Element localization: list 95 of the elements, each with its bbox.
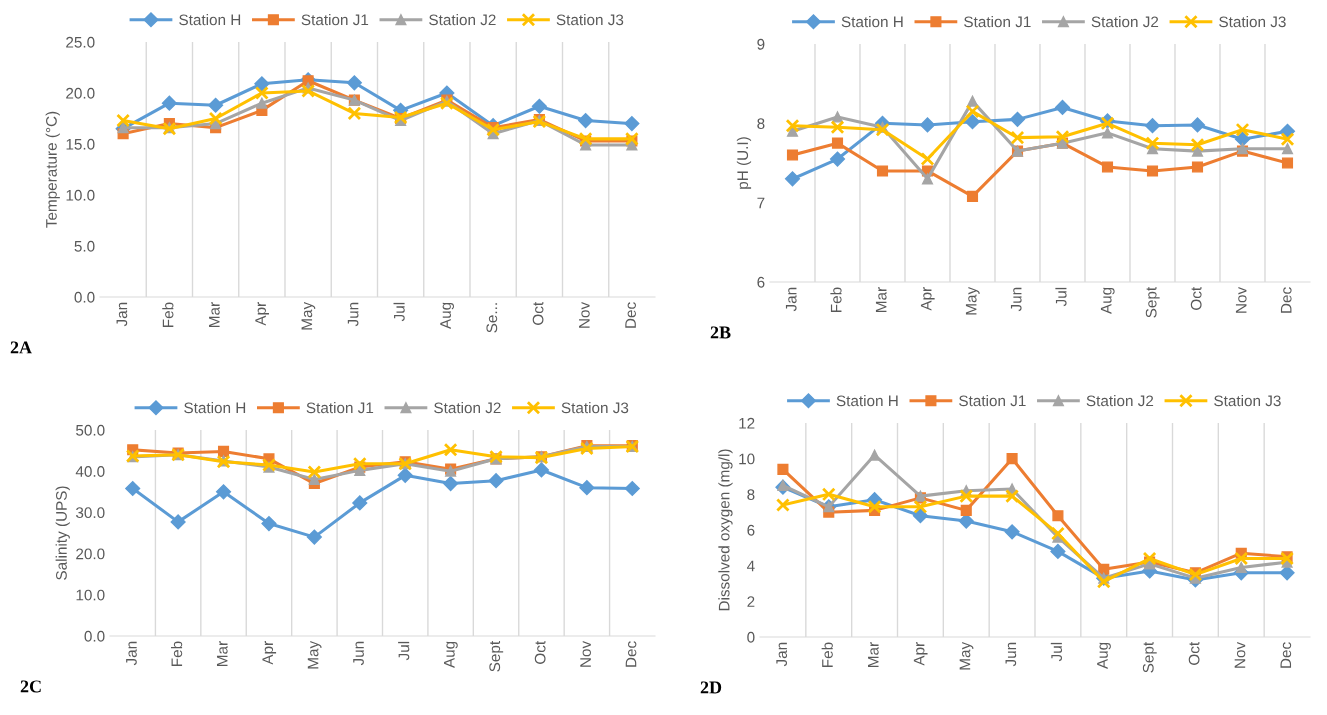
x-tick-label: Feb (171, 641, 183, 666)
x-tick-label: Dec (1280, 642, 1292, 668)
x-tick-label: Jan (776, 642, 788, 667)
y-axis-title: Temperature (°C) (45, 111, 60, 228)
y-tick-label: 6 (747, 524, 755, 536)
x-tick-label: Jul (398, 641, 410, 661)
x-tick-label: Aug (1097, 642, 1111, 670)
legend-label: Station J3 (1214, 395, 1281, 407)
x-tick-label: May (301, 301, 316, 330)
x-tick-label: Jun (1005, 642, 1017, 667)
x-tick-label: Nov (580, 640, 591, 667)
legend-label: Station J3 (561, 402, 629, 414)
x-tick-label: Apr (262, 641, 277, 665)
legend-label: Station J1 (959, 395, 1026, 407)
y-tick-label: 10.0 (76, 589, 105, 601)
y-tick-label: 20.0 (76, 548, 105, 560)
x-tick-label: Nov (1235, 286, 1247, 313)
y-tick-label: 2 (747, 596, 755, 607)
x-tick-label: Jun (353, 641, 364, 666)
legend-label: Station J1 (964, 16, 1031, 28)
y-tick-label: 12 (739, 417, 755, 429)
legend-label: Station J3 (1219, 16, 1286, 28)
legend-label: Station J2 (429, 14, 496, 26)
x-tick-label: Oct (532, 301, 544, 325)
x-tick-label: Feb (162, 302, 174, 327)
y-tick-label: 50.0 (76, 424, 105, 436)
y-axis-title: Salinity (UPS) (55, 486, 70, 580)
y-tick-label: 9 (757, 38, 765, 50)
x-tick-label: Aug (1100, 287, 1115, 315)
y-axis-title: Dissolved oxygen (mg/l) (718, 449, 733, 611)
x-tick-label: Sept (1142, 641, 1157, 673)
text: 2D (700, 681, 722, 694)
y-tick-label: 8 (757, 118, 765, 130)
legend-label: Station J3 (556, 14, 624, 26)
y-tick-label: 20.0 (66, 87, 95, 99)
y-tick-label: 10 (739, 453, 755, 465)
legend-label: Station J2 (1091, 16, 1159, 28)
text: 2C (20, 680, 41, 693)
x-tick-label: May (307, 640, 322, 669)
y-tick-label: 0.0 (84, 630, 105, 642)
x-tick-label: Oct (1188, 641, 1200, 665)
legend-label: Station H (841, 16, 903, 28)
text: 2B (710, 326, 731, 339)
x-tick-label: Oct (534, 640, 546, 664)
text: 2A (10, 341, 32, 354)
y-tick-label: 5.0 (74, 240, 95, 252)
y-tick-label: 6 (757, 276, 765, 288)
x-tick-label: Jul (1050, 642, 1063, 662)
y-tick-label: 30.0 (75, 507, 105, 519)
x-tick-label: Mar (209, 302, 220, 327)
x-tick-label: Apr (920, 287, 935, 311)
x-tick-label: Se... (486, 303, 498, 333)
y-tick-label: 7 (757, 197, 765, 209)
y-tick-label: 4 (746, 560, 755, 572)
legend-label: Station J1 (306, 402, 374, 414)
x-tick-label: Feb (821, 642, 833, 667)
x-tick-label: Mar (216, 641, 228, 666)
x-tick-label: Jul (1055, 287, 1067, 307)
x-tick-label: Aug (440, 302, 454, 330)
legend-label: Station H (184, 402, 246, 414)
legend-label: Station H (179, 14, 241, 26)
y-tick-label: 0.0 (74, 291, 95, 303)
x-tick-label: Dec (625, 302, 636, 328)
x-tick-label: Sept (489, 640, 504, 672)
x-tick-label: May (959, 641, 974, 670)
x-tick-label: Oct (1190, 286, 1202, 310)
x-tick-label: Sept (1145, 286, 1160, 318)
x-tick-label: Jan (785, 287, 797, 312)
y-tick-label: 25.0 (66, 36, 95, 48)
x-tick-label: Feb (830, 287, 842, 312)
y-tick-label: 0 (747, 631, 755, 643)
x-tick-label: Dec (625, 641, 637, 667)
x-tick-label: Jan (116, 302, 128, 327)
x-tick-label: Jul (393, 302, 405, 322)
x-tick-label: Dec (1280, 287, 1292, 313)
y-tick-label: 8 (747, 489, 755, 501)
legend-label: Station J1 (301, 14, 369, 26)
x-tick-label: Apr (255, 302, 269, 326)
x-tick-label: Apr (913, 642, 928, 666)
x-tick-label: Jun (347, 302, 359, 327)
y-tick-label: 10.0 (66, 189, 95, 201)
x-tick-label: Nov (1234, 641, 1246, 668)
x-tick-label: Nov (579, 301, 590, 328)
legend-label: Station H (836, 395, 898, 407)
x-tick-label: Jan (126, 641, 137, 666)
legend-label: Station J2 (1086, 395, 1154, 407)
y-tick-label: 15.0 (66, 138, 95, 150)
legend-label: Station J2 (434, 402, 501, 414)
x-tick-label: Mar (875, 287, 887, 312)
x-tick-label: Mar (868, 642, 879, 667)
y-tick-label: 40.0 (75, 466, 105, 477)
x-tick-label: Aug (444, 641, 458, 669)
y-axis-title: pH (U.I) (736, 137, 752, 189)
x-tick-label: Jun (1010, 287, 1022, 312)
x-tick-label: May (965, 286, 980, 315)
